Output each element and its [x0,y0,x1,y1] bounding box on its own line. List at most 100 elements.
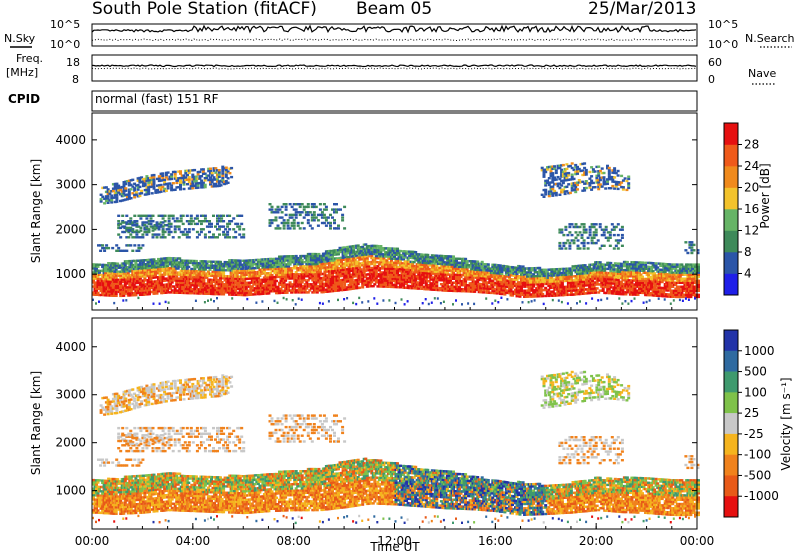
range-cell [327,256,331,259]
range-cell [261,292,265,295]
range-cell [244,273,248,276]
range-cell [302,269,306,272]
range-cell [181,287,185,290]
range-cell [323,264,327,267]
range-cell [253,271,257,274]
range-cell [406,268,410,271]
range-cell [181,279,185,282]
range-cell [405,264,409,267]
range-cell [386,283,390,286]
range-cell [269,261,272,265]
range-cell [202,270,206,273]
range-cell [110,276,114,279]
range-cell [243,259,247,262]
range-cell [380,281,384,284]
range-cell [181,283,185,286]
range-cell [231,285,235,288]
range-cell [427,258,431,261]
range-cell [411,260,415,264]
range-cell [320,281,324,284]
range-cell [447,267,451,270]
range-cell [315,291,319,294]
range-cell [426,288,430,291]
range-cell [287,261,291,264]
range-cell [270,273,274,277]
range-cell [402,284,406,287]
range-cell [275,279,278,283]
range-cell [331,269,334,273]
range-cell [591,279,595,282]
range-cell [243,273,247,277]
range-cell [235,273,239,276]
range-cell [426,255,430,259]
range-cell [362,255,366,258]
range-cell [450,263,454,266]
range-cell [144,289,148,292]
range-cell [132,273,136,277]
range-cell [185,263,189,266]
range-cell [217,293,221,296]
range-cell [356,244,360,247]
range-cell [120,286,124,289]
range-cell [442,277,446,280]
range-cell [182,285,186,289]
range-cell [123,288,127,291]
range-cell [329,253,333,257]
range-cell [480,260,484,264]
range-cell [417,273,421,276]
range-cell [214,276,218,280]
range-cell [144,293,148,296]
range-cell [299,256,303,260]
range-cell [141,281,145,284]
freq-label-2: [MHz] [6,66,38,79]
range-cell [199,270,203,273]
range-cell [355,278,359,282]
range-cell [315,289,319,292]
range-cell [311,275,315,278]
range-cell [442,269,446,272]
range-cell [155,260,159,263]
range-cell [386,247,390,250]
range-cell [315,279,319,282]
range-cell [619,262,623,266]
freq-trace [91,64,697,68]
range-cell [362,259,366,263]
range-cell [411,274,415,278]
range-cell [143,275,147,278]
range-cell [104,271,108,275]
range-cell [302,277,306,280]
range-cell [105,276,109,279]
range-cell [119,266,123,269]
range-cell [302,265,306,268]
range-cell [219,264,222,268]
range-cell [464,257,468,261]
range-cell [105,270,109,273]
range-cell [427,268,431,271]
range-cell [163,271,167,274]
range-cell [146,266,150,270]
range-cell [370,254,374,258]
range-cell [193,276,197,279]
range-cell [120,268,124,271]
range-cell [282,281,286,284]
range-cell [291,287,295,290]
range-cell [352,287,356,290]
range-cell [388,283,392,286]
range-cell [423,263,427,267]
range-cell [315,261,319,264]
range-cell [285,291,289,294]
range-cell [252,279,256,282]
range-cell [253,275,257,278]
range-cell [447,265,451,268]
range-cell [108,290,112,293]
range-cell [144,265,148,268]
range-cell [169,283,173,286]
range-cell [129,267,133,271]
range-cell [352,245,356,248]
range-cell [113,272,117,275]
range-cell [219,274,222,278]
range-cell [358,266,362,269]
range-cell [269,282,272,285]
range-cell [241,271,245,275]
range-cell [309,273,313,276]
